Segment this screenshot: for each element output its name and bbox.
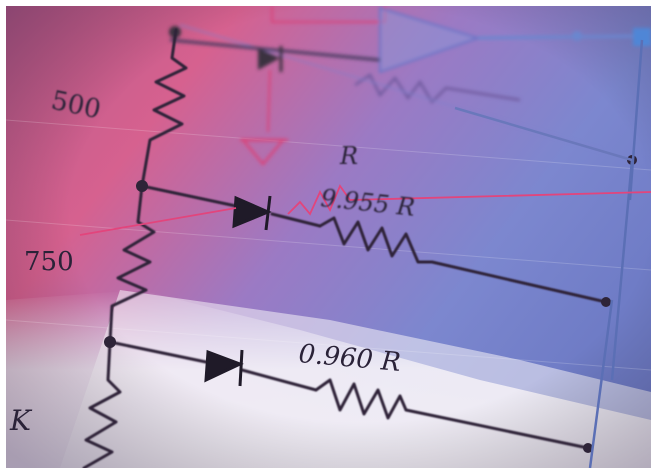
top-blurred-circuit bbox=[169, 6, 652, 166]
top-wire bbox=[169, 38, 381, 62]
label-k: K bbox=[9, 404, 33, 437]
label-r-top: R bbox=[339, 142, 358, 170]
resistor-500 bbox=[140, 28, 188, 188]
right-bus bbox=[454, 39, 644, 469]
diode-top-body bbox=[258, 48, 280, 70]
wire-node1 bbox=[140, 184, 238, 208]
wire-node2 bbox=[108, 340, 208, 364]
resistor-k bbox=[82, 340, 122, 470]
opamp-symbol bbox=[379, 6, 482, 74]
opamp-output-line bbox=[477, 34, 652, 40]
resistor-750 bbox=[108, 184, 156, 344]
diode-lower bbox=[204, 349, 244, 383]
main-circuit bbox=[82, 28, 608, 470]
output-terminal bbox=[633, 28, 651, 46]
label-750: 750 bbox=[24, 247, 74, 277]
red-thin-traces bbox=[79, 184, 652, 236]
resistor-9955r bbox=[318, 216, 608, 304]
resistor-0960r bbox=[314, 378, 590, 450]
diodes bbox=[204, 195, 272, 387]
red-trace-down bbox=[267, 69, 271, 133]
vignette bbox=[6, 6, 651, 468]
junction-dot bbox=[572, 31, 582, 41]
feedback-resistor-blur bbox=[354, 73, 521, 105]
diode-middle bbox=[232, 195, 272, 229]
